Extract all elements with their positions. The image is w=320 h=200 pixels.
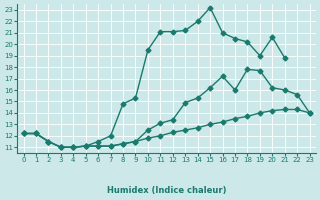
X-axis label: Humidex (Indice chaleur): Humidex (Indice chaleur) — [107, 186, 226, 195]
